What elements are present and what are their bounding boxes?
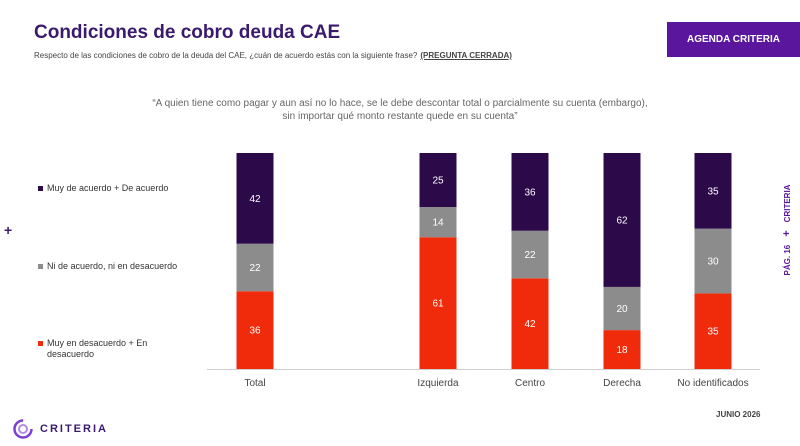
page-title: Condiciones de cobro deuda CAE xyxy=(34,22,341,43)
data-label: 36 xyxy=(249,326,261,337)
subtitle-text: Respecto de las condiciones de cobro de … xyxy=(34,51,418,60)
data-label: 42 xyxy=(524,319,536,330)
data-label: 62 xyxy=(616,215,628,226)
legend-item-neutral: Ni de acuerdo, ni en desacuerdo xyxy=(38,261,198,272)
side-plus-icon: + xyxy=(781,230,793,237)
category-label: No identificados xyxy=(677,378,748,389)
criteria-logo-icon xyxy=(13,419,33,439)
category-label: Izquierda xyxy=(417,378,459,389)
legend-label-neutral: Ni de acuerdo, ni en desacuerdo xyxy=(47,261,178,271)
plus-icon: + xyxy=(4,222,13,238)
report-date: JUNIO 2026 xyxy=(716,410,761,419)
data-label: 22 xyxy=(249,263,261,274)
legend-swatch-neutral xyxy=(38,264,43,269)
category-label: Centro xyxy=(515,378,545,389)
bar-segment xyxy=(419,237,457,369)
legend-label-agree: Muy de acuerdo + De acuerdo xyxy=(47,183,169,193)
data-label: 20 xyxy=(616,304,628,315)
bar-segment xyxy=(419,207,457,238)
page-subtitle: Respecto de las condiciones de cobro de … xyxy=(34,51,512,60)
bar-segment xyxy=(511,230,549,279)
category-label: Derecha xyxy=(603,378,641,389)
legend-item-agree: Muy de acuerdo + De acuerdo xyxy=(38,183,198,194)
data-label: 22 xyxy=(524,250,536,261)
data-label: 35 xyxy=(707,186,719,197)
logo-wordmark: CRITERIA xyxy=(40,423,108,435)
bar-segment xyxy=(236,153,274,244)
legend-swatch-agree xyxy=(38,186,43,191)
bar-segment xyxy=(511,278,549,369)
bar-segment xyxy=(603,153,641,287)
survey-statement: “A quien tiene como pagar y aun así no l… xyxy=(152,98,648,122)
category-label: Total xyxy=(244,378,265,389)
data-label: 61 xyxy=(432,299,444,310)
data-label: 25 xyxy=(432,176,444,187)
agenda-badge: AGENDA CRITERIA xyxy=(667,22,800,57)
criteria-logo: CRITERIA xyxy=(12,418,108,440)
bar-segment xyxy=(236,291,274,369)
data-label: 14 xyxy=(432,218,444,229)
side-label: PÁG. 16 + CRITERIA xyxy=(780,170,794,290)
bar-segment xyxy=(511,153,549,231)
question-type-tag: (PREGUNTA CERRADA) xyxy=(420,51,512,60)
data-label: 42 xyxy=(249,194,261,205)
bar-segment xyxy=(603,330,641,369)
legend-swatch-disagree xyxy=(38,341,43,346)
data-label: 18 xyxy=(616,345,628,356)
side-page-number: PÁG. 16 xyxy=(783,244,792,276)
legend-label-disagree: Muy en desacuerdo + En desacuerdo xyxy=(47,338,148,359)
data-label: 35 xyxy=(707,327,719,338)
side-brand: CRITERIA xyxy=(783,184,792,223)
bar-segment xyxy=(603,286,641,331)
data-label: 36 xyxy=(524,187,536,198)
bar-segment xyxy=(694,293,732,369)
bar-segment xyxy=(419,153,457,207)
bar-segment xyxy=(694,228,732,294)
legend-item-disagree: Muy en desacuerdo + En desacuerdo xyxy=(38,338,168,360)
data-label: 30 xyxy=(707,257,719,268)
bar-segment xyxy=(236,243,274,292)
bar-segment xyxy=(694,153,732,229)
